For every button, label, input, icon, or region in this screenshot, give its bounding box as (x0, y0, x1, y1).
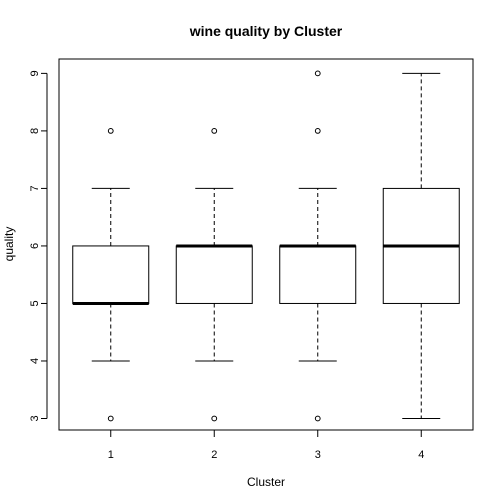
x-axis-title: Cluster (247, 475, 285, 489)
boxes (72, 70, 460, 422)
x-axis: 1 2 3 4 (108, 429, 424, 461)
y-tick-label: 8 (29, 128, 41, 134)
y-axis-title: quality (2, 227, 16, 262)
box-group-cluster-1 (72, 127, 150, 422)
y-tick-label: 3 (29, 415, 41, 421)
y-tick-label: 6 (29, 243, 41, 249)
box-group-cluster-2 (175, 127, 253, 422)
iqr-box (175, 245, 253, 304)
outlier-point (211, 127, 218, 134)
x-tick-label: 3 (315, 449, 321, 461)
y-tick-label: 9 (29, 70, 41, 76)
outlier-point (107, 127, 114, 134)
box-group-cluster-3 (279, 70, 357, 422)
box-group-cluster-4 (382, 72, 460, 419)
outlier-point (314, 127, 321, 134)
iqr-box (72, 245, 150, 304)
y-tick-label: 5 (29, 300, 41, 306)
chart-title: wine quality by Cluster (189, 23, 343, 39)
y-tick-label: 4 (29, 358, 41, 364)
x-tick-label: 1 (108, 449, 114, 461)
y-tick-label: 7 (29, 185, 41, 191)
iqr-box (279, 245, 357, 304)
y-axis: 3 4 5 6 7 8 9 (29, 70, 48, 422)
outlier-point (107, 415, 114, 422)
outlier-point (211, 415, 218, 422)
x-tick-label: 2 (211, 449, 217, 461)
outlier-point (314, 70, 321, 77)
outlier-point (314, 415, 321, 422)
x-tick-label: 4 (418, 449, 424, 461)
